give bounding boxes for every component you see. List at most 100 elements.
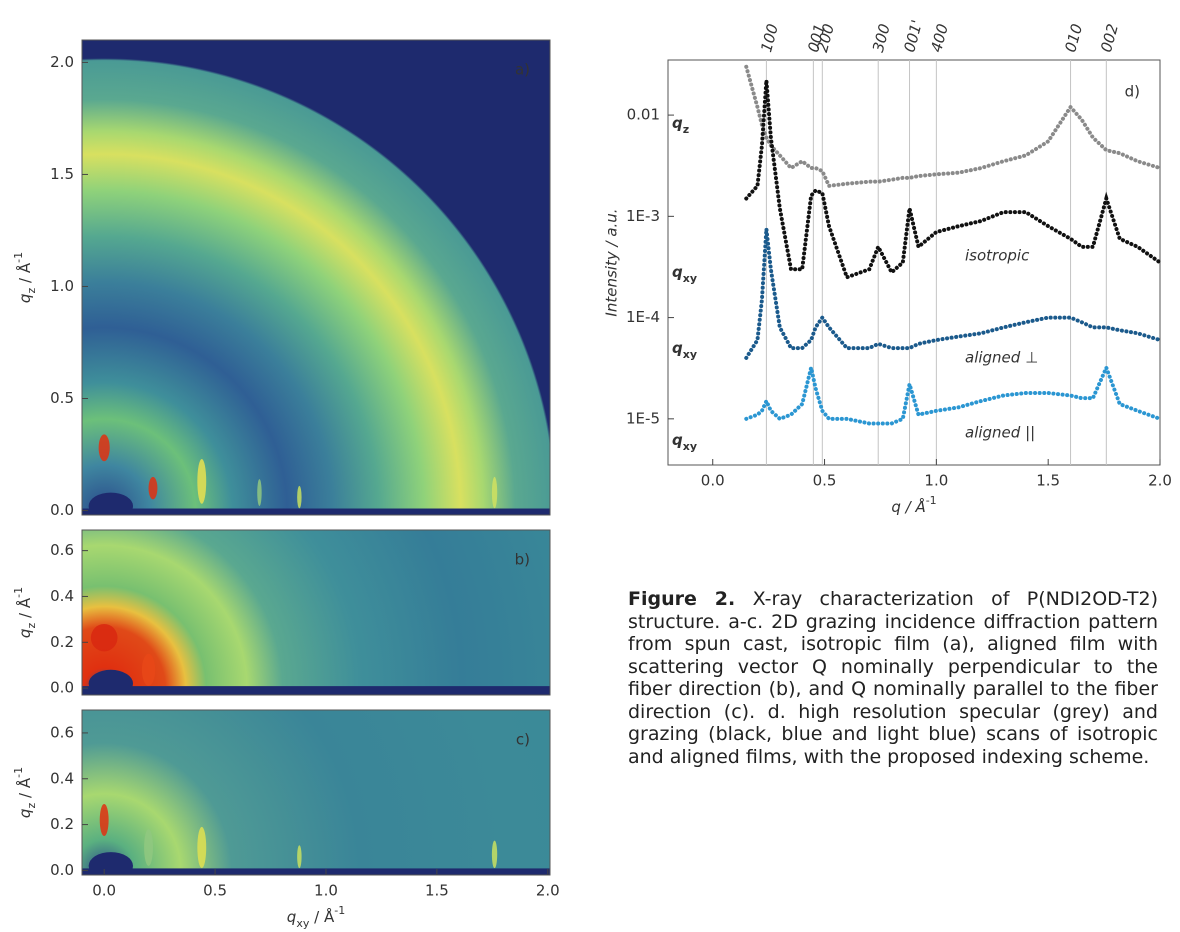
y-tick-label: 1E-3: [626, 207, 660, 225]
y-tick-label: 0.0: [50, 861, 74, 879]
y-tick-label: 0.0: [50, 679, 74, 697]
series-label-part: xy: [683, 272, 697, 285]
y-tick-label: 1.0: [50, 277, 74, 295]
series-label: qxy: [672, 339, 697, 361]
y-axis-label-part: -1: [12, 587, 25, 598]
y-tick-label: 0.01: [627, 106, 660, 124]
x-tick-label: 1.5: [425, 882, 449, 900]
heatmap-bg: [82, 40, 550, 515]
y-tick-label: 0.6: [50, 541, 74, 559]
y-axis-label: qz / Å-1: [12, 252, 38, 303]
caption-label: Figure 2.: [628, 588, 736, 610]
x-axis-label: q / Å-1: [891, 494, 936, 516]
data-line: [744, 64, 1162, 189]
legend-label: aligned ||: [965, 424, 1035, 442]
index-label: 002: [1097, 22, 1122, 54]
hot-spot: [99, 803, 109, 837]
x-axis-label-part: -1: [926, 494, 937, 507]
caption-text: X-ray characterization of P(NDI2OD-T2) s…: [628, 588, 1158, 768]
hot-spot: [141, 653, 156, 686]
y-axis-label: qz / Å-1: [12, 587, 38, 638]
y-tick-label: 0.2: [50, 815, 74, 833]
hot-spot: [297, 845, 302, 869]
x-axis-label-part: q / Å: [891, 497, 925, 516]
y-axis-label-part: q: [16, 629, 34, 639]
x-axis-label-part: -1: [334, 904, 345, 917]
legend-label: aligned ⊥: [965, 349, 1038, 367]
hot-spot: [148, 476, 158, 500]
panel-label: a): [515, 61, 530, 79]
panel-label: c): [516, 731, 530, 749]
y-axis-label-part: z: [25, 288, 38, 294]
y-tick-label: 1.5: [50, 165, 74, 183]
y-axis-label-part: -1: [12, 767, 25, 778]
y-axis-label: qz / Å-1: [12, 767, 38, 818]
y-axis-label-part: / Å: [15, 597, 34, 623]
legend-label: isotropic: [965, 247, 1030, 265]
data-line: [744, 80, 1162, 280]
index-label: 400: [927, 22, 952, 54]
hot-spot: [491, 840, 498, 869]
y-tick-label: 0.4: [50, 769, 74, 787]
series-label-part: q: [672, 431, 683, 449]
y-tick-label: 0.5: [50, 389, 74, 407]
y-axis-label-part: / Å: [15, 777, 34, 803]
x-tick-label: 1.5: [1036, 472, 1060, 490]
y-axis-label-part: z: [25, 803, 38, 809]
hot-spot: [90, 623, 118, 652]
series-label-part: z: [683, 123, 689, 136]
hot-spot: [491, 476, 498, 509]
series-label: qz: [672, 114, 689, 136]
x-tick-label: 0.0: [701, 472, 725, 490]
horizon: [82, 508, 550, 515]
heatmap: [82, 40, 550, 515]
series-label-part: q: [672, 263, 683, 281]
series-label: qxy: [672, 431, 697, 453]
index-label: 001': [900, 18, 926, 54]
series-label-part: xy: [683, 440, 697, 453]
series-label-part: q: [672, 114, 683, 132]
hot-spot: [197, 458, 207, 504]
index-label: 300: [869, 22, 894, 54]
x-tick-label: 2.0: [1148, 472, 1172, 490]
y-tick-label: 0.4: [50, 587, 74, 605]
horizon: [82, 868, 550, 875]
y-tick-label: 1E-4: [626, 308, 660, 326]
x-axis-label-part: / Å: [309, 907, 335, 926]
frame: [81, 709, 551, 876]
hot-spot: [297, 485, 302, 509]
y-axis-label-part: q: [16, 809, 34, 819]
frame: [81, 529, 551, 696]
panel-label: b): [515, 551, 530, 569]
series-label-part: q: [672, 339, 683, 357]
y-axis-label-part: -1: [12, 252, 25, 263]
x-tick-label: 0.0: [92, 882, 116, 900]
data-line: [744, 228, 1162, 360]
y-axis-label-part: q: [16, 294, 34, 304]
series-label-part: xy: [683, 348, 697, 361]
y-tick-label: 0.0: [50, 501, 74, 519]
hot-spot: [257, 479, 262, 507]
heatmap: [82, 710, 550, 875]
heatmap-bg: [82, 710, 550, 875]
y-tick-label: 0.6: [50, 723, 74, 741]
frame: [81, 39, 551, 516]
data-line: [744, 362, 1162, 426]
y-axis-label: Intensity / a.u.: [603, 208, 621, 316]
horizon: [82, 686, 550, 695]
x-tick-label: 1.0: [314, 882, 338, 900]
index-label: 100: [757, 22, 782, 54]
heatmap-bg: [82, 530, 550, 695]
series-label: qxy: [672, 263, 697, 285]
hot-spot: [98, 434, 110, 462]
x-tick-label: 0.5: [813, 472, 837, 490]
y-tick-label: 2.0: [50, 53, 74, 71]
x-tick-label: 1.0: [924, 472, 948, 490]
hot-spot: [144, 829, 153, 866]
x-tick-label: 2.0: [536, 882, 560, 900]
hot-spot: [197, 826, 207, 869]
x-axis-label-part: q: [287, 908, 297, 926]
y-axis-label-part: / Å: [15, 262, 34, 288]
